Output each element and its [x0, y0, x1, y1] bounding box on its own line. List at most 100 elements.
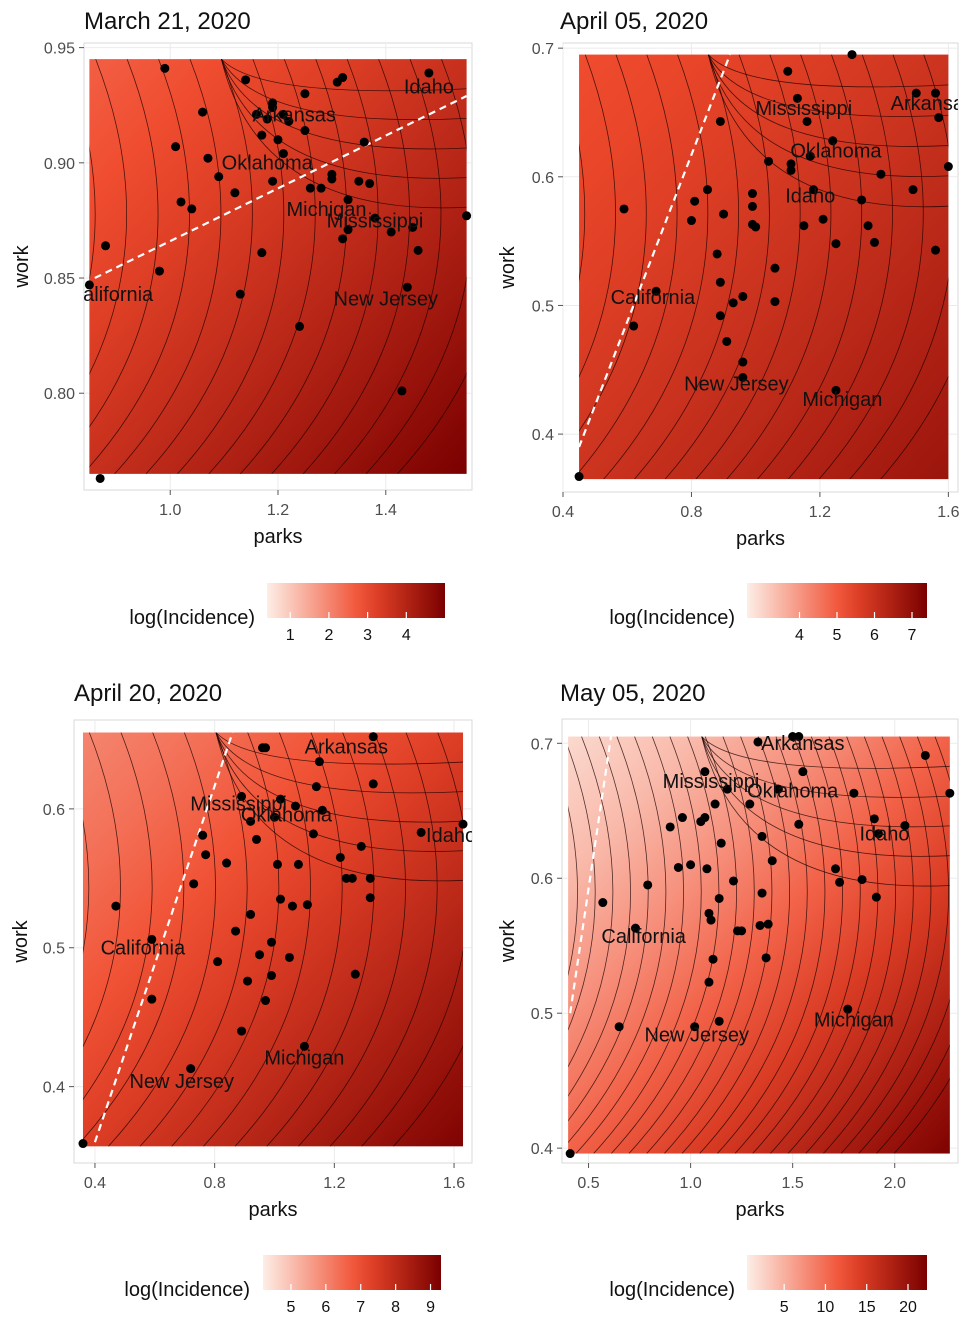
contour-line: [699, 736, 808, 1154]
data-point: [299, 1041, 309, 1051]
data-point: [722, 336, 732, 346]
contour-line: [681, 736, 790, 1154]
data-point: [763, 919, 773, 929]
data-point: [802, 116, 812, 126]
y-tick-label: 0.5: [531, 1006, 553, 1023]
colorbar-tick-label: 7: [908, 627, 917, 644]
state-label: Michigan: [802, 389, 882, 411]
contour-line: [568, 736, 614, 1068]
data-point: [764, 156, 774, 166]
data-point: [755, 920, 765, 930]
data-point: [203, 153, 213, 163]
data-point: [354, 176, 364, 186]
y-tick-label: 0.7: [531, 736, 553, 753]
colorbar-tick-label: 9: [426, 1299, 435, 1316]
contour-line: [271, 59, 379, 474]
state-label: Arkansas: [761, 733, 844, 755]
contour-line: [603, 54, 709, 480]
data-point: [598, 898, 608, 908]
panel-title: April 05, 2020: [560, 8, 708, 35]
data-point: [269, 812, 279, 822]
colorbar-tick-label: 15: [858, 1299, 876, 1316]
contour-line: [701, 736, 950, 887]
data-point: [799, 221, 809, 231]
data-point: [305, 183, 315, 193]
contour-line: [568, 806, 578, 976]
state-label: New Jersey: [129, 1071, 233, 1093]
contour-line: [89, 146, 96, 281]
x-tick-label: 1.0: [159, 502, 181, 519]
data-point: [843, 1004, 853, 1014]
data-point: [931, 88, 941, 98]
colorbar-tick-label: 4: [402, 627, 411, 644]
incidence-surface: [89, 59, 467, 474]
data-point: [931, 245, 941, 255]
x-axis: 0.4 0.8 1.2 1.6 parks: [84, 1163, 465, 1221]
data-point: [95, 473, 105, 483]
x-tick-label: 1.4: [375, 502, 397, 519]
y-axis: 0.4 0.5 0.6 0.7 work: [497, 736, 562, 1158]
data-point: [757, 831, 767, 841]
contour-line: [876, 1044, 950, 1154]
data-point: [214, 172, 224, 182]
data-points: [574, 50, 953, 482]
y-tick-label: 0.4: [531, 1141, 553, 1158]
data-point: [316, 183, 326, 193]
data-point: [237, 1026, 247, 1036]
colorbar-bar: [263, 1255, 441, 1290]
y-tick-label: 0.90: [44, 156, 75, 173]
contour-line: [329, 732, 438, 1147]
data-point: [251, 109, 261, 119]
contour-line: [840, 736, 949, 1154]
state-label: Arkansas: [252, 104, 335, 126]
colorbar-tick-label: 5: [286, 1299, 295, 1316]
y-tick-label: 0.6: [43, 802, 65, 819]
contour-line: [726, 54, 832, 480]
data-point: [857, 875, 867, 885]
panel-4: May 05, 2020 California New Jersey Mississi…: [497, 680, 959, 1316]
data-point: [300, 89, 310, 99]
data-point: [187, 204, 197, 214]
data-point: [805, 151, 815, 161]
data-point: [160, 63, 170, 73]
colorbar-tick-label: 3: [363, 627, 372, 644]
data-point: [869, 814, 879, 824]
data-point: [397, 386, 407, 396]
data-point: [278, 149, 288, 159]
x-axis-label: parks: [254, 526, 303, 548]
data-point: [753, 737, 763, 747]
data-point: [241, 75, 251, 85]
x-tick-label: 0.4: [552, 504, 574, 521]
data-point: [295, 321, 305, 331]
x-tick-label: 1.2: [809, 504, 831, 521]
contour-line: [393, 1045, 464, 1147]
colorbar-tick-label: 10: [817, 1299, 835, 1316]
contour-line: [177, 59, 285, 474]
contour-line: [203, 732, 311, 1147]
state-label: Michigan: [814, 1010, 894, 1032]
data-point: [458, 819, 468, 829]
data-point: [818, 214, 828, 224]
data-point: [737, 926, 747, 936]
data-point: [273, 135, 283, 145]
data-point: [462, 211, 472, 221]
colorbar-tick-label: 8: [391, 1299, 400, 1316]
state-label: Idaho: [426, 825, 476, 847]
data-point: [201, 850, 211, 860]
data-point: [794, 819, 804, 829]
state-label: California: [601, 926, 686, 948]
contour-line: [880, 375, 949, 480]
contour-line: [108, 732, 216, 1147]
data-point: [761, 953, 771, 963]
state-labels: California Oklahoma Arkansas MichiganMissis…: [84, 77, 454, 311]
y-axis: 0.80 0.85 0.90 0.95 work: [11, 41, 84, 403]
data-point: [908, 185, 918, 195]
state-label: Oklahoma: [790, 141, 882, 163]
data-point: [368, 779, 378, 789]
data-point: [700, 767, 710, 777]
data-point: [408, 222, 418, 232]
contour-line: [701, 736, 950, 828]
y-tick-label: 0.6: [532, 170, 554, 187]
data-point: [335, 852, 345, 862]
data-point: [700, 813, 710, 823]
